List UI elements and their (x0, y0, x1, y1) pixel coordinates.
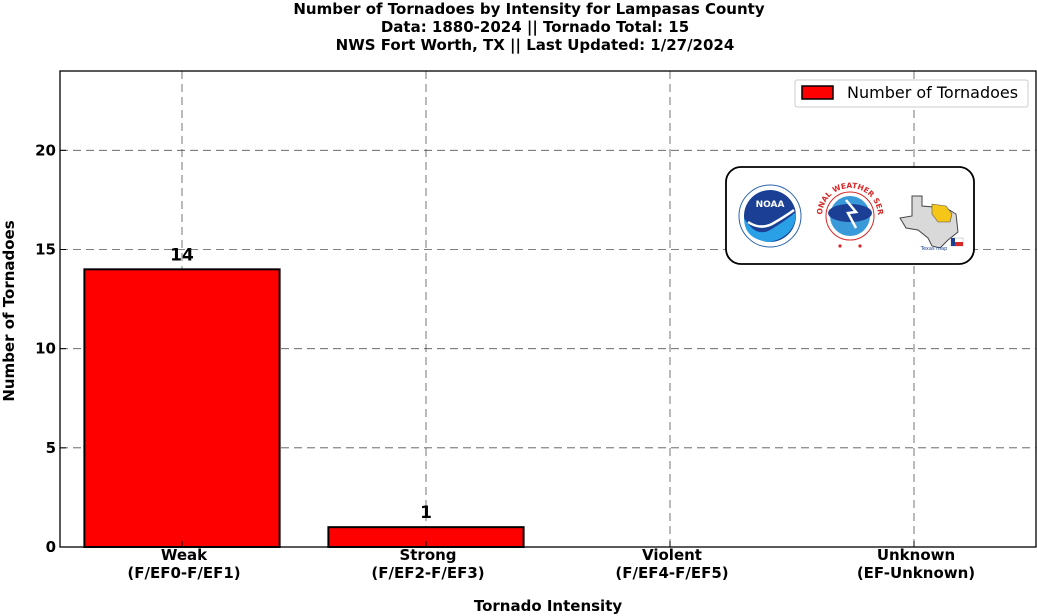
title-line-3: NWS Fort Worth, TX || Last Updated: 1/27… (336, 36, 735, 55)
x-tick-label: Weak (161, 546, 208, 564)
x-tick-sublabel: (F/EF0-F/EF1) (127, 564, 240, 582)
bar-value-label: 1 (420, 503, 432, 523)
x-axis-label: Tornado Intensity (474, 597, 623, 615)
y-tick-label: 20 (35, 141, 56, 159)
data-labels: 14 1 (170, 245, 432, 523)
legend-swatch (801, 85, 834, 100)
noaa-logo-text: NOAA (756, 200, 785, 210)
x-tick-sublabel: (F/EF4-F/EF5) (615, 564, 728, 582)
y-axis-ticks: 0 5 10 15 20 (35, 141, 66, 556)
noaa-logo: NOAA (738, 184, 802, 248)
x-tick-label: Strong (399, 546, 456, 564)
texas-logo-text: Texas map (920, 246, 948, 252)
plot-frame (59, 70, 1037, 548)
bar (83, 268, 281, 548)
bar-value-label: 14 (170, 245, 194, 265)
y-tick-label: 10 (35, 340, 56, 358)
title-line-1: Number of Tornadoes by Intensity for Lam… (293, 0, 764, 18)
x-axis-ticks: Weak(F/EF0-F/EF1) Strong(F/EF2-F/EF3) Viol… (127, 541, 975, 582)
x-tick-sublabel: (EF-Unknown) (857, 564, 975, 582)
x-tick-label: Unknown (877, 546, 955, 564)
y-tick-label: 0 (46, 538, 56, 556)
y-tick-label: 5 (46, 439, 56, 457)
y-tick-label: 15 (35, 241, 56, 259)
legend: Number of Tornadoes (794, 79, 1029, 108)
bars (83, 268, 525, 549)
legend-box (794, 79, 1029, 108)
legend-label: Number of Tornadoes (847, 83, 1018, 102)
texas-map-logo: Texas map (899, 183, 967, 252)
chart-title: Number of Tornadoes by Intensity for Lam… (293, 0, 764, 55)
title-line-2: Data: 1880-2024 || Tornado Total: 15 (381, 18, 689, 37)
x-tick-label: Violent (642, 546, 702, 564)
x-tick-sublabel: (F/EF2-F/EF3) (371, 564, 484, 582)
y-axis-label: Number of Tornadoes (0, 220, 18, 401)
